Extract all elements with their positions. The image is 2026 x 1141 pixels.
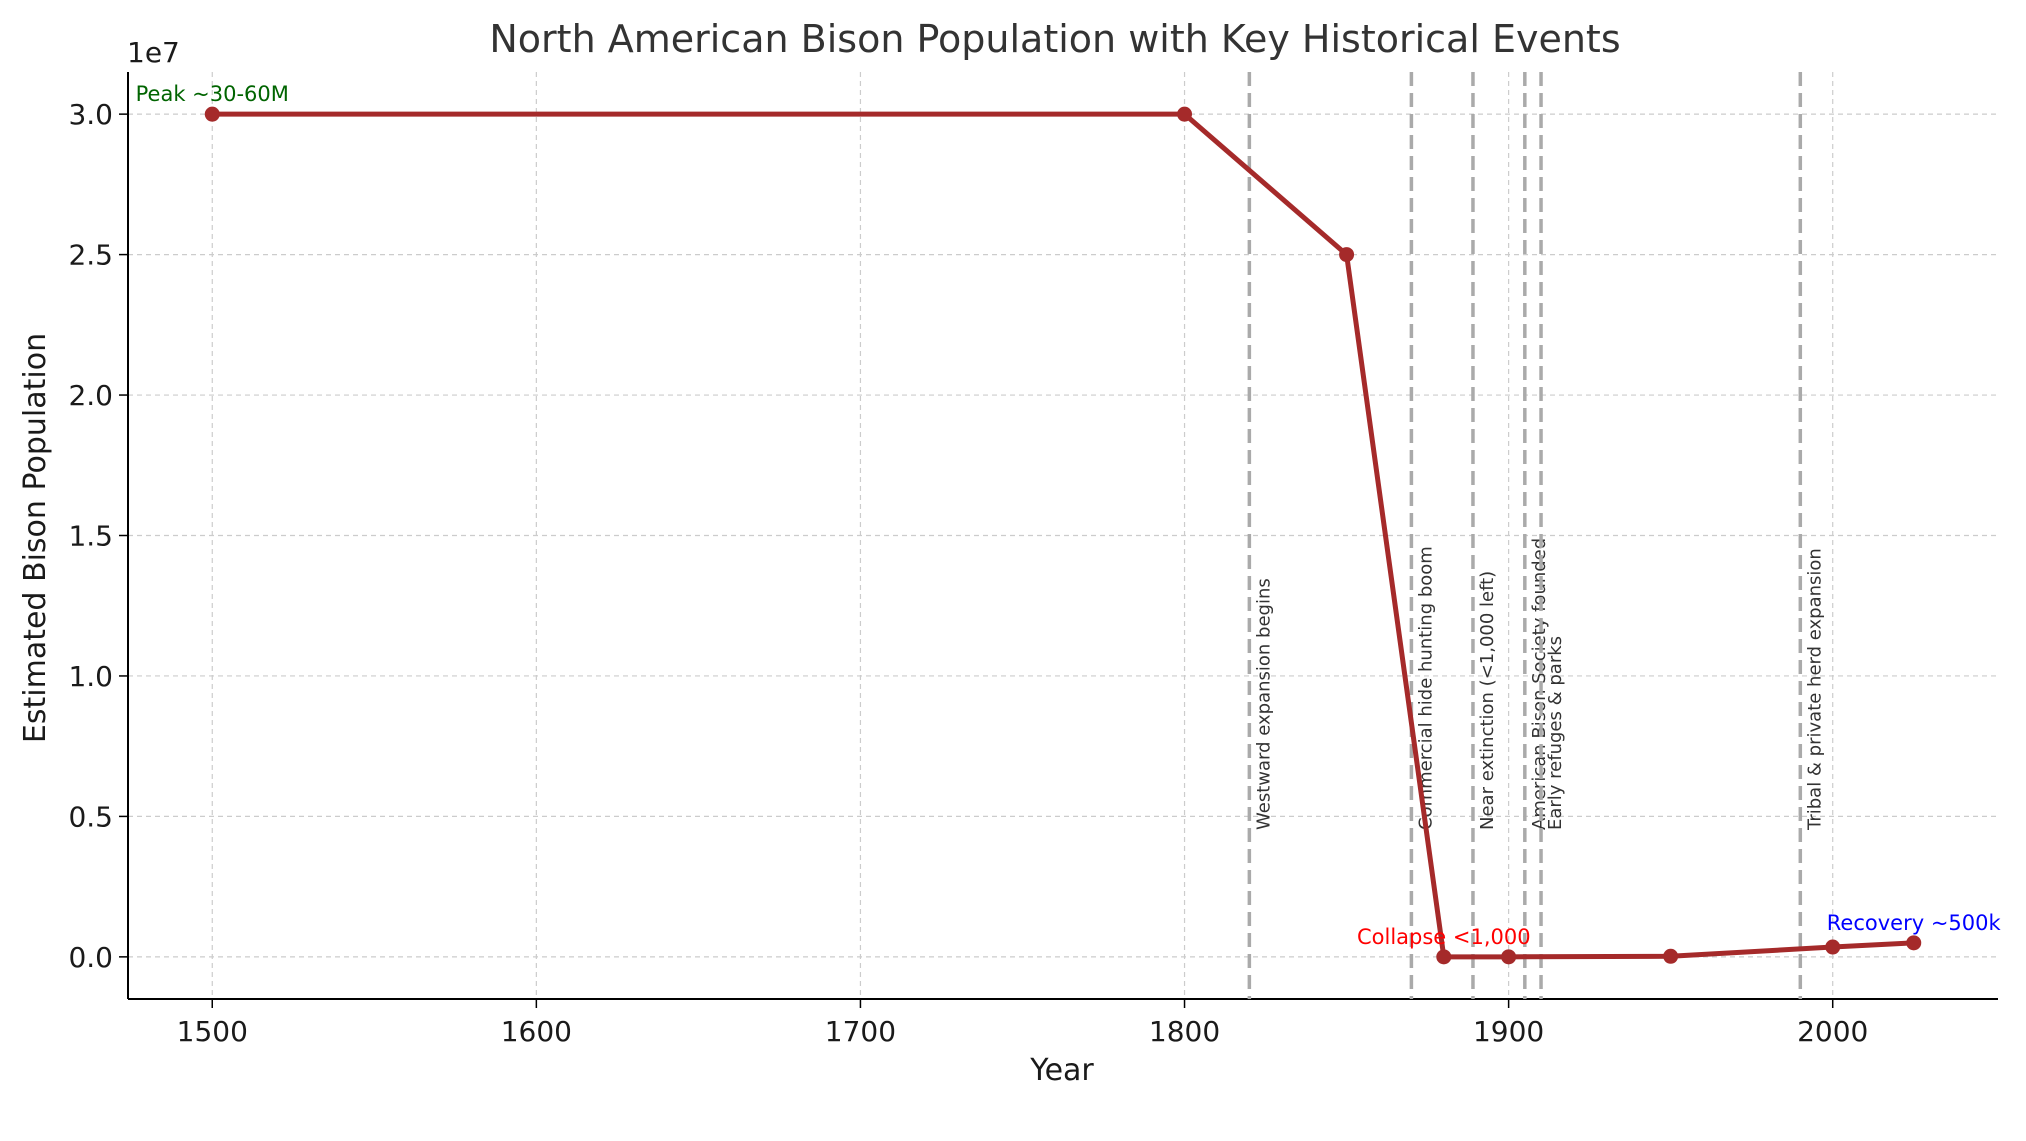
- event-label: Early refuges & parks: [1545, 636, 1566, 830]
- annotations: Peak ~30-60M Collapse <1,000 Recovery ~500…: [136, 82, 2002, 949]
- x-tick-label: 2000: [1797, 1015, 1868, 1048]
- event-lines: Westward expansion begins Commercial hide…: [1247, 72, 1825, 999]
- series-line: [212, 111, 1914, 960]
- y-tick-label: 1.0: [68, 660, 113, 693]
- x-axis-label: Year: [1029, 1053, 1094, 1088]
- y-tick-label: 1.5: [68, 520, 113, 553]
- data-point: [1436, 949, 1452, 965]
- ticks: 1500 1600 1700 1800 1900 2000 0.0 0.5 1.0 1.5 2.0 2…: [68, 98, 1868, 1048]
- y-tick-label: 0.5: [68, 800, 113, 833]
- annotation-label: Recovery ~500k: [1827, 911, 2002, 935]
- y-tick-label: 2.0: [68, 379, 113, 412]
- data-point: [1906, 935, 1922, 951]
- chart-title: North American Bison Population with Key…: [489, 17, 1620, 61]
- x-tick-label: 1600: [501, 1015, 572, 1048]
- y-tick-label: 2.5: [68, 239, 113, 272]
- annotation-label: Collapse <1,000: [1357, 925, 1531, 949]
- data-point: [204, 106, 220, 122]
- series: [204, 106, 1922, 965]
- data-point: [1501, 949, 1517, 965]
- data-point: [1177, 106, 1193, 122]
- data-point: [1339, 247, 1355, 263]
- event-label: Tribal & private herd expansion: [1804, 548, 1825, 831]
- y-tick-label: 3.0: [68, 98, 113, 131]
- y-axis-label: Estimated Bison Population: [18, 333, 53, 743]
- event-label: Commercial hide hunting boom: [1415, 546, 1436, 830]
- event-label: Westward expansion begins: [1253, 578, 1274, 830]
- x-tick-label: 1900: [1473, 1015, 1544, 1048]
- y-tick-label: 0.0: [68, 941, 113, 974]
- y-offset-text: 1e7: [127, 36, 180, 69]
- event-label: Near extinction (<1,000 left): [1477, 571, 1498, 830]
- x-tick-label: 1500: [177, 1015, 248, 1048]
- annotation-label: Peak ~30-60M: [136, 82, 289, 106]
- x-tick-label: 1800: [1149, 1015, 1220, 1048]
- data-point: [1825, 939, 1841, 955]
- data-point: [1663, 948, 1679, 964]
- x-tick-label: 1700: [825, 1015, 896, 1048]
